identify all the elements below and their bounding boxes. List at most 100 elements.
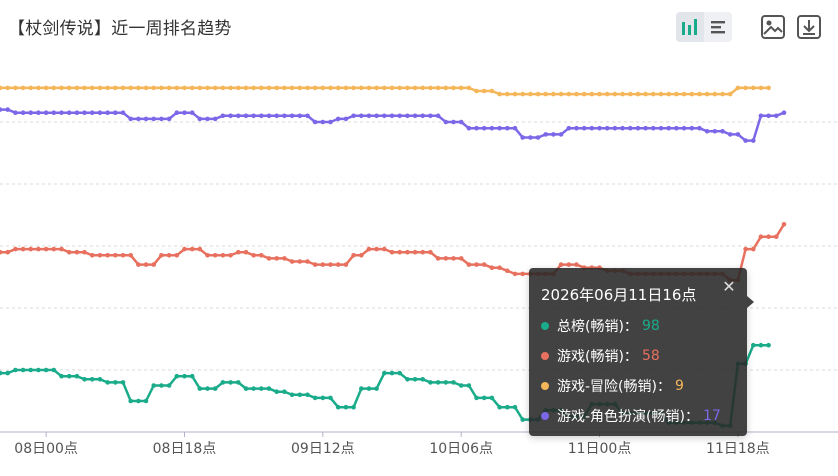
data-point: [458, 383, 464, 388]
data-point: [0, 85, 3, 91]
data-point: [328, 395, 333, 401]
data-point: [658, 91, 664, 97]
data-point: [282, 85, 287, 91]
data-point: [435, 256, 441, 261]
data-point: [758, 113, 764, 119]
data-point: [743, 85, 748, 91]
series-dot: [541, 382, 549, 390]
data-point: [766, 85, 771, 91]
download-button[interactable]: [794, 12, 824, 42]
data-point: [451, 380, 456, 385]
data-point: [458, 85, 464, 91]
data-tooltip: 2026年06月11日16点 ✕ 总榜(畅销)： 98 游戏(畅销)： 58 游…: [529, 268, 754, 436]
data-point: [428, 249, 433, 255]
data-point: [466, 85, 472, 91]
data-point: [335, 404, 341, 410]
x-tick-label: 08日18点: [153, 441, 217, 457]
data-point: [236, 249, 241, 255]
data-point: [243, 113, 249, 119]
bar-chart-icon: [682, 19, 697, 35]
data-point: [551, 91, 556, 97]
data-point: [66, 85, 72, 91]
data-point: [266, 256, 272, 261]
data-point: [136, 398, 141, 404]
data-point: [13, 246, 18, 252]
data-point: [328, 262, 333, 267]
data-point: [566, 91, 572, 97]
data-point: [405, 377, 410, 382]
data-point: [97, 85, 103, 91]
save-image-button[interactable]: [758, 12, 788, 42]
data-point: [343, 116, 349, 122]
list-view-button[interactable]: [704, 12, 732, 42]
data-point: [766, 234, 771, 239]
data-point: [182, 246, 187, 252]
data-point: [266, 113, 272, 119]
data-point: [20, 367, 26, 373]
data-point: [166, 85, 172, 91]
data-point: [320, 85, 326, 91]
data-point: [251, 253, 256, 258]
data-point: [528, 91, 533, 97]
data-point: [466, 383, 472, 388]
data-point: [320, 119, 326, 125]
data-point: [351, 85, 356, 91]
data-point: [574, 262, 579, 267]
data-point: [274, 113, 280, 119]
data-point: [366, 113, 372, 119]
tooltip-row-label: 游戏(畅销)：: [557, 349, 638, 365]
data-point: [597, 91, 602, 97]
tooltip-row-value: 98: [641, 318, 660, 334]
data-point: [113, 253, 118, 258]
data-point: [282, 256, 287, 261]
data-point: [520, 135, 525, 140]
data-point: [312, 119, 318, 125]
data-point: [351, 253, 356, 258]
data-point: [689, 125, 695, 131]
tooltip-row-label: 游戏-角色扮演(畅销)：: [557, 409, 699, 425]
data-point: [128, 398, 133, 404]
data-point: [727, 91, 733, 97]
data-point: [351, 113, 356, 119]
data-point: [512, 404, 518, 410]
data-point: [166, 253, 172, 258]
data-point: [382, 113, 387, 119]
data-point: [343, 404, 349, 410]
data-point: [766, 113, 771, 119]
data-point: [113, 110, 118, 115]
series-dot: [541, 322, 549, 330]
data-point: [212, 253, 218, 258]
data-point: [197, 116, 203, 122]
data-point: [28, 85, 33, 91]
bar-chart-view-button[interactable]: [676, 12, 704, 42]
data-point: [443, 380, 449, 385]
data-point: [435, 380, 441, 385]
close-icon[interactable]: ✕: [722, 279, 736, 296]
data-point: [751, 246, 756, 252]
data-point: [359, 253, 364, 258]
data-point: [335, 116, 341, 122]
data-point: [97, 377, 103, 382]
data-point: [681, 91, 687, 97]
data-point: [105, 253, 110, 258]
data-point: [743, 246, 748, 252]
data-point: [489, 265, 495, 271]
data-point: [335, 262, 341, 267]
tooltip-row-label: 总榜(畅销)：: [557, 319, 638, 335]
data-point: [628, 125, 633, 131]
data-point: [458, 119, 464, 125]
data-point: [43, 246, 49, 252]
data-point: [558, 262, 564, 267]
data-point: [428, 380, 433, 385]
data-point: [305, 113, 310, 119]
data-point: [220, 85, 226, 91]
data-point: [297, 392, 303, 398]
data-point: [735, 132, 741, 137]
data-point: [28, 367, 33, 373]
data-point: [335, 85, 341, 91]
data-point: [666, 91, 671, 97]
data-point: [481, 125, 487, 131]
data-point: [74, 110, 80, 115]
data-point: [674, 91, 679, 97]
data-point: [113, 85, 118, 91]
